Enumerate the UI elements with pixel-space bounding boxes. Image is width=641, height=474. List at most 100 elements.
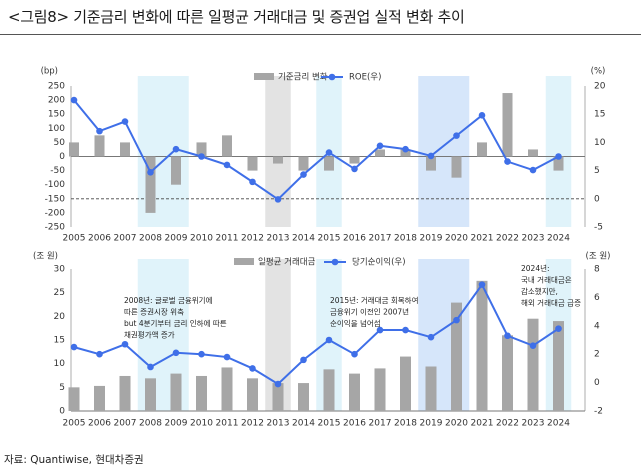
right-tick-label: 2 — [594, 350, 600, 360]
right-axis-unit: (조 원) — [586, 252, 611, 262]
bar-2023 — [528, 149, 538, 157]
line-point-2017 — [376, 326, 384, 334]
bar-2024 — [553, 156, 564, 171]
left-tick-label: 0 — [59, 152, 65, 162]
x-tick-label: 2018 — [394, 234, 417, 244]
x-tick-label: 2022 — [496, 234, 519, 244]
line-point-2014 — [300, 356, 307, 364]
x-tick-label: 2006 — [88, 234, 111, 244]
x-tick-label: 2010 — [190, 419, 213, 429]
left-tick-label: 15 — [54, 336, 65, 346]
line-point-2014 — [300, 171, 307, 178]
left-axis-unit: (조 원) — [33, 252, 58, 262]
bar-2021 — [476, 280, 488, 411]
x-tick-label: 2013 — [267, 419, 290, 429]
line-point-2015 — [325, 149, 333, 156]
bar-2019 — [425, 366, 437, 411]
left-tick-label: 0 — [59, 407, 65, 417]
series-line — [73, 99, 559, 201]
left-tick-label: -250 — [45, 223, 66, 233]
right-tick-label: -5 — [594, 223, 603, 233]
x-tick-label: 2012 — [241, 419, 264, 429]
x-tick-label: 2019 — [420, 234, 443, 244]
left-tick-label: 150 — [48, 110, 65, 120]
line-point-2020 — [453, 316, 460, 324]
bar-2005 — [68, 387, 80, 411]
x-tick-label: 2021 — [471, 419, 494, 429]
bar-2014 — [298, 383, 309, 411]
x-tick-label: 2021 — [471, 234, 494, 244]
left-tick-label: -100 — [45, 180, 66, 190]
x-tick-label: 2020 — [445, 234, 468, 244]
bar-2011 — [222, 135, 232, 157]
line-point-2013 — [274, 196, 282, 203]
left-tick-label: 30 — [54, 265, 66, 275]
line-point-2009 — [172, 145, 180, 153]
bar-2013 — [273, 156, 283, 164]
line-point-2019 — [427, 333, 435, 341]
line-point-2022 — [504, 158, 511, 165]
left-tick-label: 250 — [48, 82, 65, 92]
line-point-2005 — [70, 343, 78, 351]
line-point-2013 — [274, 380, 282, 388]
x-tick-label: 2015 — [318, 234, 341, 244]
x-tick-label: 2011 — [216, 234, 239, 244]
x-tick-label: 2016 — [343, 419, 366, 429]
x-tick-label: 2024 — [547, 234, 570, 244]
bar-2008 — [145, 378, 156, 411]
x-tick-label: 2011 — [216, 419, 239, 429]
left-tick-label: 100 — [48, 124, 65, 134]
x-tick-label: 2007 — [114, 234, 137, 244]
left-tick-label: -200 — [45, 208, 66, 218]
line-point-2019 — [427, 152, 435, 160]
line-point-2024 — [555, 153, 562, 160]
line-point-2009 — [172, 349, 180, 357]
line-point-2024 — [555, 325, 562, 332]
title-divider — [0, 34, 641, 35]
legend-bar-swatch — [234, 258, 254, 265]
line-point-2016 — [351, 165, 358, 173]
bar-2012 — [247, 156, 258, 171]
bar-2011 — [221, 367, 233, 411]
bar-2018 — [400, 149, 411, 157]
x-tick-label: 2023 — [522, 419, 545, 429]
bar-2023 — [527, 318, 539, 411]
line-point-2007 — [121, 340, 129, 348]
bar-2022 — [502, 93, 513, 157]
bar-2006 — [94, 135, 105, 157]
bar-2021 — [477, 142, 487, 157]
annotation-2015: 순이익을 넘어섬 — [330, 318, 381, 328]
x-tick-label: 2024 — [547, 419, 570, 429]
left-tick-label: 10 — [54, 359, 66, 369]
line-point-2020 — [453, 132, 460, 139]
legend-bar-swatch — [254, 73, 274, 80]
line-point-2016 — [351, 350, 358, 358]
line-point-2018 — [402, 145, 409, 153]
right-tick-label: 20 — [594, 82, 606, 92]
line-point-2021 — [478, 112, 486, 119]
bar-2022 — [502, 335, 513, 411]
bar-2018 — [400, 356, 411, 411]
line-point-2021 — [478, 281, 486, 288]
bar-2019 — [426, 156, 436, 171]
annotation-2008: but 4분기부터 금리 인하에 따른 — [124, 318, 227, 328]
x-tick-label: 2015 — [318, 419, 341, 429]
line-point-2018 — [402, 326, 409, 334]
right-tick-label: 0 — [594, 194, 600, 204]
bar-2016 — [349, 373, 360, 411]
line-point-2022 — [504, 332, 511, 340]
x-tick-label: 2009 — [165, 419, 188, 429]
line-point-2023 — [529, 166, 537, 174]
x-tick-label: 2013 — [267, 234, 290, 244]
x-tick-label: 2017 — [369, 234, 392, 244]
legend-bar-label: 기준금리 변화 — [278, 72, 328, 83]
right-axis-unit: (%) — [591, 67, 606, 77]
annotation-2015: 금융위기 이전인 2007년 — [330, 307, 409, 317]
legend-line-marker — [331, 258, 339, 266]
x-tick-label: 2005 — [63, 234, 86, 244]
bar-2010 — [196, 375, 207, 411]
line-point-2010 — [198, 350, 205, 358]
legend-line-marker — [328, 73, 336, 81]
bar-2017 — [374, 368, 386, 411]
